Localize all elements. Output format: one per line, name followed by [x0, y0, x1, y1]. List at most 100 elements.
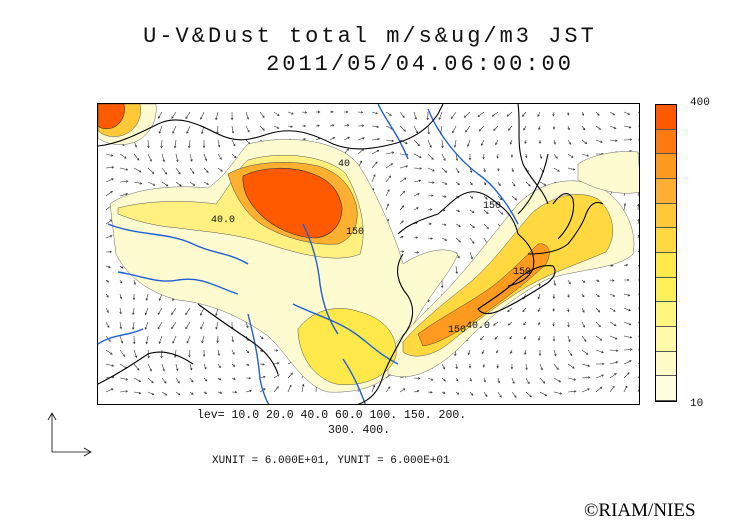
wind-vector-head: [596, 279, 600, 282]
wind-vector-head: [134, 355, 138, 359]
wind-vector: [525, 363, 528, 370]
wind-vector: [595, 293, 600, 298]
wind-vector-head: [262, 115, 265, 119]
wind-vector: [189, 363, 192, 370]
wind-vector-head: [612, 385, 615, 389]
wind-vector: [581, 335, 587, 342]
wind-vector-head: [204, 391, 208, 394]
wind-vector: [595, 335, 602, 341]
wind-vector-head: [145, 298, 149, 301]
wind-vector-head: [417, 143, 420, 147]
wind-vector: [217, 167, 223, 172]
wind-vector-head: [443, 209, 446, 212]
wind-vector: [567, 139, 572, 145]
wind-vector-head: [377, 138, 380, 141]
wind-vector-head: [262, 128, 265, 131]
wind-vector-head: [160, 355, 163, 359]
wind-vector: [200, 307, 205, 316]
wind-vector: [441, 139, 444, 148]
wind-vector-head: [444, 238, 448, 241]
wind-vector-head: [429, 208, 433, 211]
wind-vector-head: [553, 283, 557, 286]
wind-vector-head: [192, 183, 196, 186]
wind-vector-head: [346, 124, 350, 127]
wind-vector-head: [627, 293, 631, 297]
wind-vector-head: [219, 391, 223, 394]
colorbar-segment: [656, 351, 676, 377]
wind-vector-head: [525, 155, 528, 159]
dust-map-svg: 40.0 40 150 150 150 150 40.0: [98, 104, 639, 404]
wind-vector-head: [376, 149, 380, 153]
wind-vector: [427, 153, 434, 160]
wind-vector-head: [457, 209, 461, 213]
wind-vector-head: [559, 392, 563, 395]
wind-vector: [175, 391, 181, 396]
wind-vector-head: [598, 127, 602, 130]
wind-vector-head: [457, 170, 460, 174]
wind-vector: [105, 191, 113, 197]
wind-vector-head: [629, 336, 633, 339]
wind-vector: [483, 391, 488, 397]
wind-vector: [538, 125, 541, 130]
wind-vector: [539, 181, 546, 186]
wind-vector-head: [601, 374, 604, 377]
wind-vector: [497, 391, 502, 398]
wind-vector-head: [540, 367, 543, 371]
colorbar: [655, 104, 677, 402]
wind-vector-head: [582, 294, 585, 298]
wind-vector-head: [276, 386, 279, 389]
wind-vector: [567, 349, 573, 356]
wind-vector-head: [467, 144, 470, 147]
wind-vector: [637, 219, 639, 225]
wind-vector: [186, 335, 191, 344]
wind-vector: [623, 203, 626, 211]
wind-vector: [509, 139, 513, 145]
wind-vector: [497, 153, 499, 159]
wind-vector: [161, 167, 167, 175]
wind-vector-head: [458, 224, 461, 227]
wind-vector-head: [215, 327, 218, 330]
wind-vector-head: [119, 296, 123, 300]
wind-vector: [105, 265, 111, 268]
wind-vector: [161, 139, 163, 148]
wind-vector: [287, 372, 293, 379]
wind-vector-head: [138, 379, 142, 382]
wind-vector: [413, 153, 422, 158]
wind-vector: [245, 349, 249, 353]
wind-vector-head: [584, 141, 588, 144]
wind-vector: [567, 307, 569, 312]
wind-vector-head: [277, 374, 280, 377]
wind-vector: [217, 363, 221, 368]
wind-vector: [301, 111, 307, 113]
wind-vector-head: [359, 160, 363, 164]
wind-vector-head: [444, 195, 447, 198]
wind-vector-head: [432, 169, 435, 172]
wind-vector-head: [543, 183, 547, 186]
wind-vector: [119, 153, 127, 159]
wind-vector-head: [144, 312, 148, 316]
wind-vector-head: [613, 309, 616, 312]
wind-vector-head: [586, 154, 590, 157]
wind-vector: [189, 153, 193, 162]
wind-vector: [537, 307, 541, 312]
wind-vector-head: [179, 184, 182, 187]
wind-vector-head: [430, 378, 434, 381]
wind-vector: [175, 377, 180, 383]
wind-vector-head: [628, 323, 632, 326]
wind-vector-head: [204, 366, 207, 370]
wind-vector-head: [304, 111, 308, 114]
wind-vector: [200, 321, 205, 330]
wind-vector: [483, 153, 485, 160]
copyright-notice: ©RIAM/NIES: [584, 500, 696, 521]
wind-vector-head: [152, 183, 156, 186]
wind-vector-head: [247, 129, 250, 133]
colorbar-segment: [656, 277, 676, 303]
wind-vector-head: [157, 312, 160, 316]
wind-vector: [133, 181, 142, 184]
wind-vector: [385, 139, 394, 142]
wind-vector-head: [332, 137, 336, 140]
wind-vector-head: [189, 367, 193, 371]
wind-vector-head: [388, 386, 391, 389]
wind-vector: [483, 209, 489, 214]
wind-vector: [161, 363, 165, 372]
